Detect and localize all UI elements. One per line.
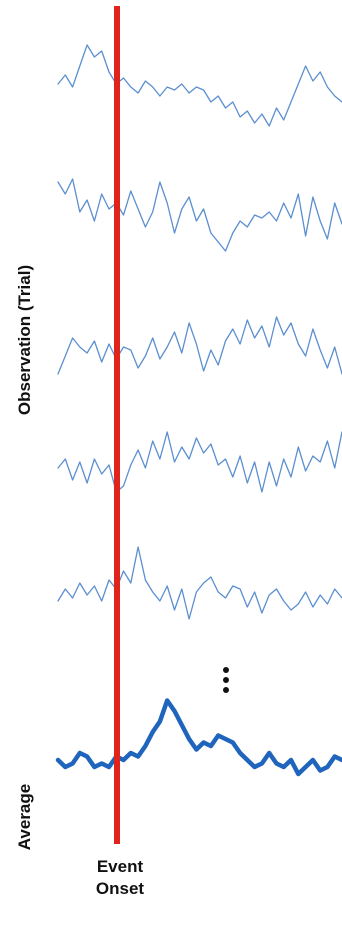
- average-trace: [55, 698, 342, 777]
- event-onset-line: [114, 6, 120, 844]
- trial-trace-4: [57, 431, 342, 493]
- trial-trace-3: [57, 316, 342, 375]
- event-label-line-1: Event: [96, 857, 144, 876]
- average-label: Average: [15, 784, 34, 850]
- event-label-line-2: Onset: [95, 879, 145, 898]
- trial-trace-5: [57, 546, 342, 620]
- trial-trace-2: [57, 178, 342, 252]
- trial-trace-1: [57, 44, 342, 127]
- y-axis-label: Observation (Trial): [15, 265, 34, 415]
- event-onset-label: Event Onset: [60, 856, 180, 900]
- vertical-ellipsis-icon: [223, 667, 229, 693]
- trial-traces: [55, 44, 342, 777]
